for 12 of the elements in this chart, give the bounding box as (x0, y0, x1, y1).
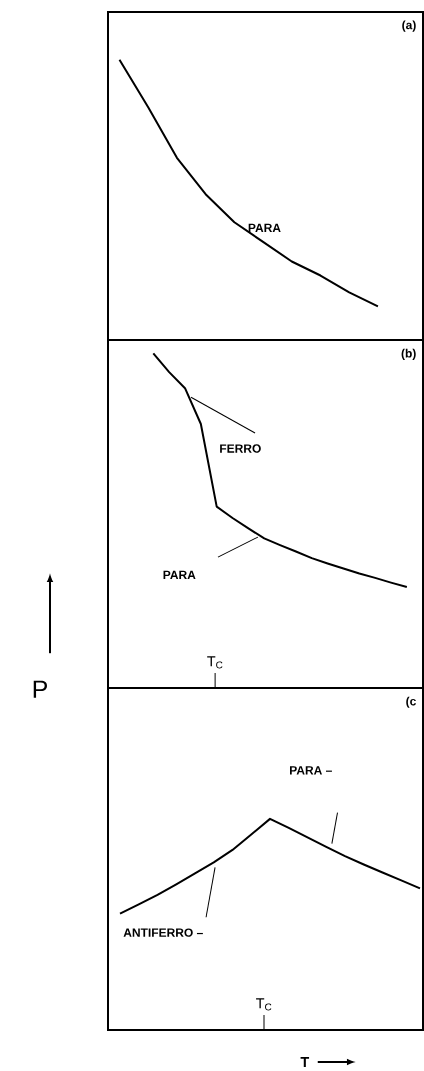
annotation: FERRO (220, 444, 261, 453)
chart-title: (b) (401, 348, 416, 360)
text: PARA – (290, 766, 332, 775)
chart-title: (c (406, 696, 416, 708)
chart-title: (a) (402, 20, 416, 32)
y-axis-title: P (33, 680, 47, 698)
annotation: PARA (248, 223, 281, 232)
annotation: ANTIFERRO – (123, 928, 203, 937)
annotation: PARA (163, 570, 196, 580)
annotation: T$_{C}$ (207, 656, 223, 669)
x-axis-title: T (300, 1057, 310, 1067)
annotation: T$_{C}$ (256, 998, 272, 1011)
